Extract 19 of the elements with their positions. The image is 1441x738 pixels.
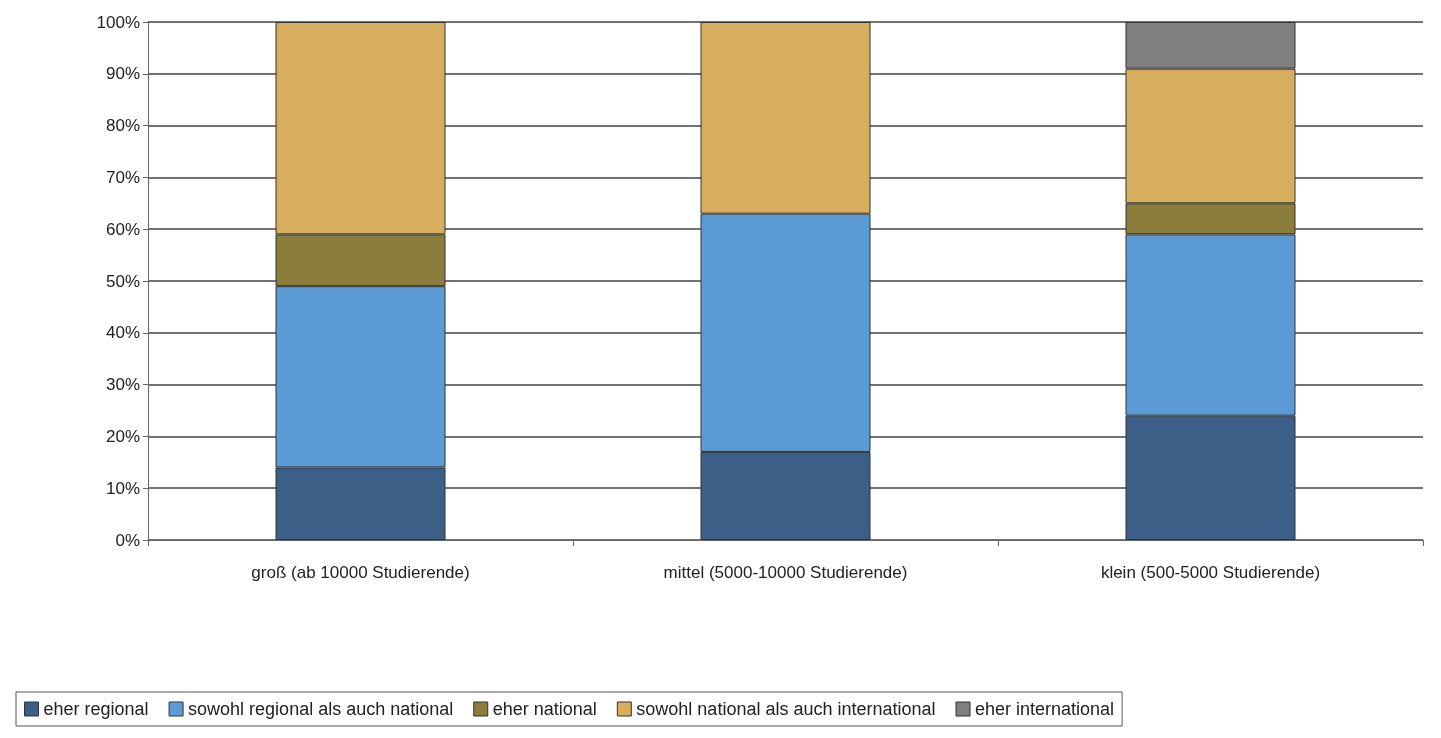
y-tick-label: 60%	[105, 219, 140, 239]
y-tick-label: 40%	[105, 323, 140, 343]
legend-label: sowohl regional als auch national	[188, 699, 454, 719]
y-tick-label: 30%	[105, 375, 140, 395]
y-tick-label: 80%	[105, 116, 140, 136]
y-tick-label: 100%	[96, 12, 140, 32]
x-tick-label: klein (500-5000 Studierende)	[1100, 563, 1321, 582]
legend-label: sowohl national als auch international	[636, 699, 936, 719]
x-tick-label: groß (ab 10000 Studierende)	[251, 563, 470, 582]
legend-label: eher regional	[43, 699, 149, 719]
y-tick-label: 50%	[105, 271, 140, 291]
legend-label: eher international	[975, 699, 1115, 719]
y-tick-label: 10%	[105, 478, 140, 498]
y-tick-label: 70%	[105, 167, 140, 187]
legend-label: eher national	[492, 699, 597, 719]
x-tick-label: mittel (5000-10000 Studierende)	[663, 563, 908, 582]
y-tick-label: 90%	[105, 64, 140, 84]
y-tick-label: 20%	[105, 426, 140, 446]
y-tick-label: 0%	[115, 530, 140, 550]
